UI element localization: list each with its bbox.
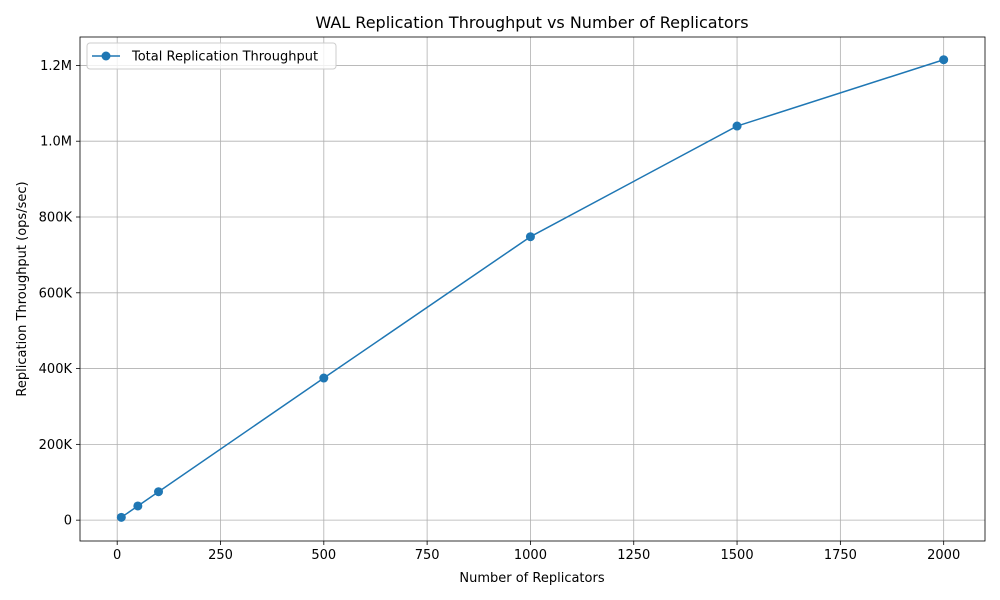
y-tick-label: 0 bbox=[64, 514, 72, 529]
x-axis-ticks: 0 250 500 750 1000 1250 1500 1750 2000 bbox=[113, 541, 960, 563]
data-point bbox=[154, 487, 164, 497]
x-tick-label: 1750 bbox=[824, 548, 857, 563]
x-tick-label: 250 bbox=[208, 548, 233, 563]
data-point bbox=[939, 55, 949, 65]
legend-marker-swatch bbox=[101, 51, 111, 61]
plot-area-border bbox=[79, 36, 986, 542]
x-tick-label: 1000 bbox=[514, 548, 547, 563]
x-tick-label: 0 bbox=[113, 548, 121, 563]
data-point bbox=[319, 373, 329, 383]
x-tick-label: 750 bbox=[415, 548, 440, 563]
legend-label: Total Replication Throughput bbox=[131, 50, 318, 65]
data-point bbox=[133, 501, 143, 511]
y-tick-label: 400K bbox=[39, 362, 73, 377]
x-axis-label: Number of Replicators bbox=[459, 571, 604, 586]
legend-box bbox=[86, 42, 337, 70]
data-point bbox=[732, 121, 742, 131]
y-axis-ticks: 0 200K 400K 600K 800K 1.0M 1.2M bbox=[39, 59, 80, 529]
grid bbox=[80, 37, 985, 541]
y-tick-label: 800K bbox=[39, 211, 73, 226]
y-axis-label: Replication Throughput (ops/sec) bbox=[15, 181, 30, 396]
x-tick-label: 1250 bbox=[617, 548, 650, 563]
x-tick-label: 1500 bbox=[721, 548, 754, 563]
legend: Total Replication Throughput bbox=[86, 42, 337, 70]
y-tick-label: 200K bbox=[39, 438, 73, 453]
y-tick-label: 1.2M bbox=[40, 59, 72, 74]
axes-frame bbox=[79, 36, 986, 542]
x-tick-label: 2000 bbox=[927, 548, 960, 563]
y-tick-label: 600K bbox=[39, 286, 73, 301]
data-point bbox=[525, 232, 535, 242]
data-point bbox=[116, 512, 126, 522]
chart-title: WAL Replication Throughput vs Number of … bbox=[315, 13, 748, 32]
y-tick-label: 1.0M bbox=[40, 135, 72, 150]
x-tick-label: 500 bbox=[311, 548, 336, 563]
series-layer bbox=[116, 55, 949, 522]
